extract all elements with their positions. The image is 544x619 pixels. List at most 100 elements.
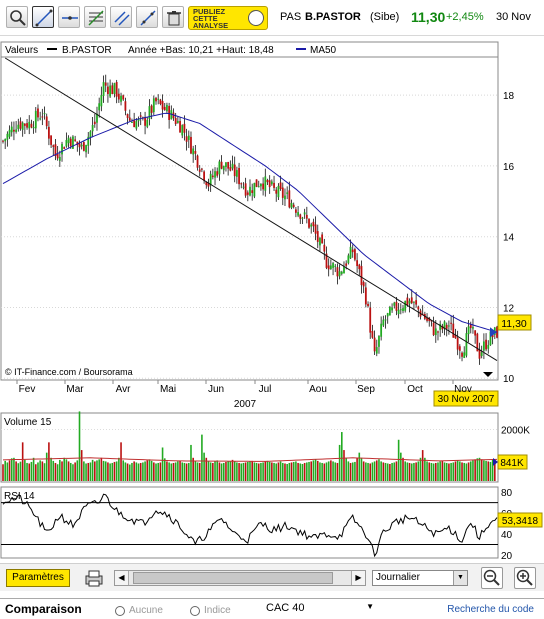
candle-body <box>61 143 63 155</box>
candle-body <box>489 331 492 346</box>
candle-body <box>2 140 4 142</box>
candle-body <box>255 179 258 187</box>
volume-bar <box>321 462 323 481</box>
volume-bar <box>183 462 186 481</box>
volume-bar <box>323 463 326 481</box>
zoom-out-button[interactable] <box>481 567 503 589</box>
volume-bar <box>8 460 11 481</box>
scroll-down-marker[interactable] <box>483 372 493 377</box>
candle-body <box>441 325 444 330</box>
comparison-title: Comparaison <box>5 602 82 616</box>
volume-bar <box>59 459 61 481</box>
volume-bar <box>360 457 363 481</box>
ma50-line <box>2 112 498 333</box>
candle-body <box>314 224 317 234</box>
candle-body <box>39 118 42 120</box>
scroll-left-arrow-icon[interactable]: ◀ <box>115 571 129 585</box>
candle-body <box>443 321 446 329</box>
price-y-tick: 12 <box>503 303 515 314</box>
candle-body <box>467 326 470 335</box>
candle-body <box>144 117 146 126</box>
candle-body <box>360 266 363 286</box>
period-select[interactable]: Journalier ▼ <box>372 570 468 586</box>
volume-bar <box>124 462 127 481</box>
candle-body <box>496 326 498 338</box>
trendline-tool-button[interactable] <box>32 6 54 28</box>
volume-bar <box>198 462 201 481</box>
candle-body <box>426 317 428 321</box>
candle-body <box>474 330 477 336</box>
volume-bar <box>341 432 343 481</box>
candle-body <box>28 121 31 129</box>
chart-canvas[interactable]: Valeurs B.PASTOR Année +Bas: 10,21 +Haut… <box>0 0 544 563</box>
volume-bar <box>426 461 428 481</box>
volume-bar <box>489 461 492 481</box>
rsi-badge <box>497 512 543 528</box>
volume-bar <box>467 462 470 481</box>
volume-bar <box>286 463 288 481</box>
candle-body <box>415 300 418 305</box>
volume-bar <box>316 460 319 481</box>
channel-icon <box>114 11 130 26</box>
volume-bar <box>137 463 140 481</box>
candle-body <box>198 169 201 172</box>
volume-bar <box>371 462 374 481</box>
candle-body <box>205 182 208 186</box>
last-price-badge <box>497 314 532 331</box>
delete-drawings-button[interactable] <box>162 6 184 28</box>
time-scrollbar[interactable]: ◀ ▶ <box>114 570 366 586</box>
volume-bar <box>469 461 472 481</box>
publish-analysis-button[interactable]: PUBLIEZ CETTE ANALYSE <box>188 6 268 30</box>
candle-body <box>321 234 324 244</box>
radio-index[interactable] <box>190 606 200 616</box>
fibonacci-tool-button[interactable] <box>84 6 106 28</box>
rsi-title: RSI 14 <box>4 491 35 502</box>
print-button[interactable] <box>84 568 104 588</box>
volume-bar <box>327 461 330 481</box>
volume-bar <box>91 459 94 481</box>
volume-bar <box>240 463 243 481</box>
volume-bar <box>87 462 90 481</box>
candle-body <box>113 83 116 94</box>
volume-bar <box>487 461 490 481</box>
candle-body <box>74 139 77 141</box>
channel-tool-button[interactable] <box>110 6 132 28</box>
horizontal-line-icon <box>62 16 78 20</box>
scroll-right-arrow-icon[interactable]: ▶ <box>351 571 365 585</box>
volume-bar <box>406 462 409 481</box>
radio-none[interactable] <box>115 606 125 616</box>
candle-body <box>233 164 236 177</box>
candle-body <box>334 265 337 267</box>
zoom-tool-button[interactable] <box>6 6 28 28</box>
volume-bar <box>255 462 258 481</box>
candle-body <box>281 187 284 198</box>
index-select[interactable]: CAC 40 ▼ <box>266 602 376 617</box>
chevron-down-icon: ▼ <box>366 602 374 611</box>
horizontal-line-tool-button[interactable] <box>58 6 80 28</box>
scroll-thumb[interactable] <box>133 572 333 584</box>
parameters-button[interactable]: Paramètres <box>6 569 70 587</box>
candle-body <box>120 95 122 102</box>
candle-body <box>124 101 127 111</box>
candle-body <box>413 301 415 303</box>
volume-bar <box>314 459 317 481</box>
eye-icon <box>248 10 264 26</box>
candle-body <box>150 105 153 113</box>
candle-body <box>257 186 260 188</box>
parallel-tool-button[interactable] <box>136 6 158 28</box>
volume-bar <box>448 463 450 481</box>
candle-body <box>194 151 197 154</box>
candle-body <box>295 209 297 213</box>
zoom-in-button[interactable] <box>514 567 536 589</box>
candle-body <box>176 120 179 123</box>
last-price-arrow <box>490 327 497 338</box>
volume-bar <box>159 462 162 481</box>
trendline[interactable] <box>4 57 498 361</box>
volume-bar <box>218 462 221 481</box>
candle-body <box>386 313 389 317</box>
code-search-link[interactable]: Recherche du code <box>447 604 534 615</box>
rsi-y-tick: 40 <box>501 530 513 541</box>
candle-body <box>50 135 52 145</box>
volume-bar <box>238 462 240 481</box>
candle-body <box>308 218 310 228</box>
